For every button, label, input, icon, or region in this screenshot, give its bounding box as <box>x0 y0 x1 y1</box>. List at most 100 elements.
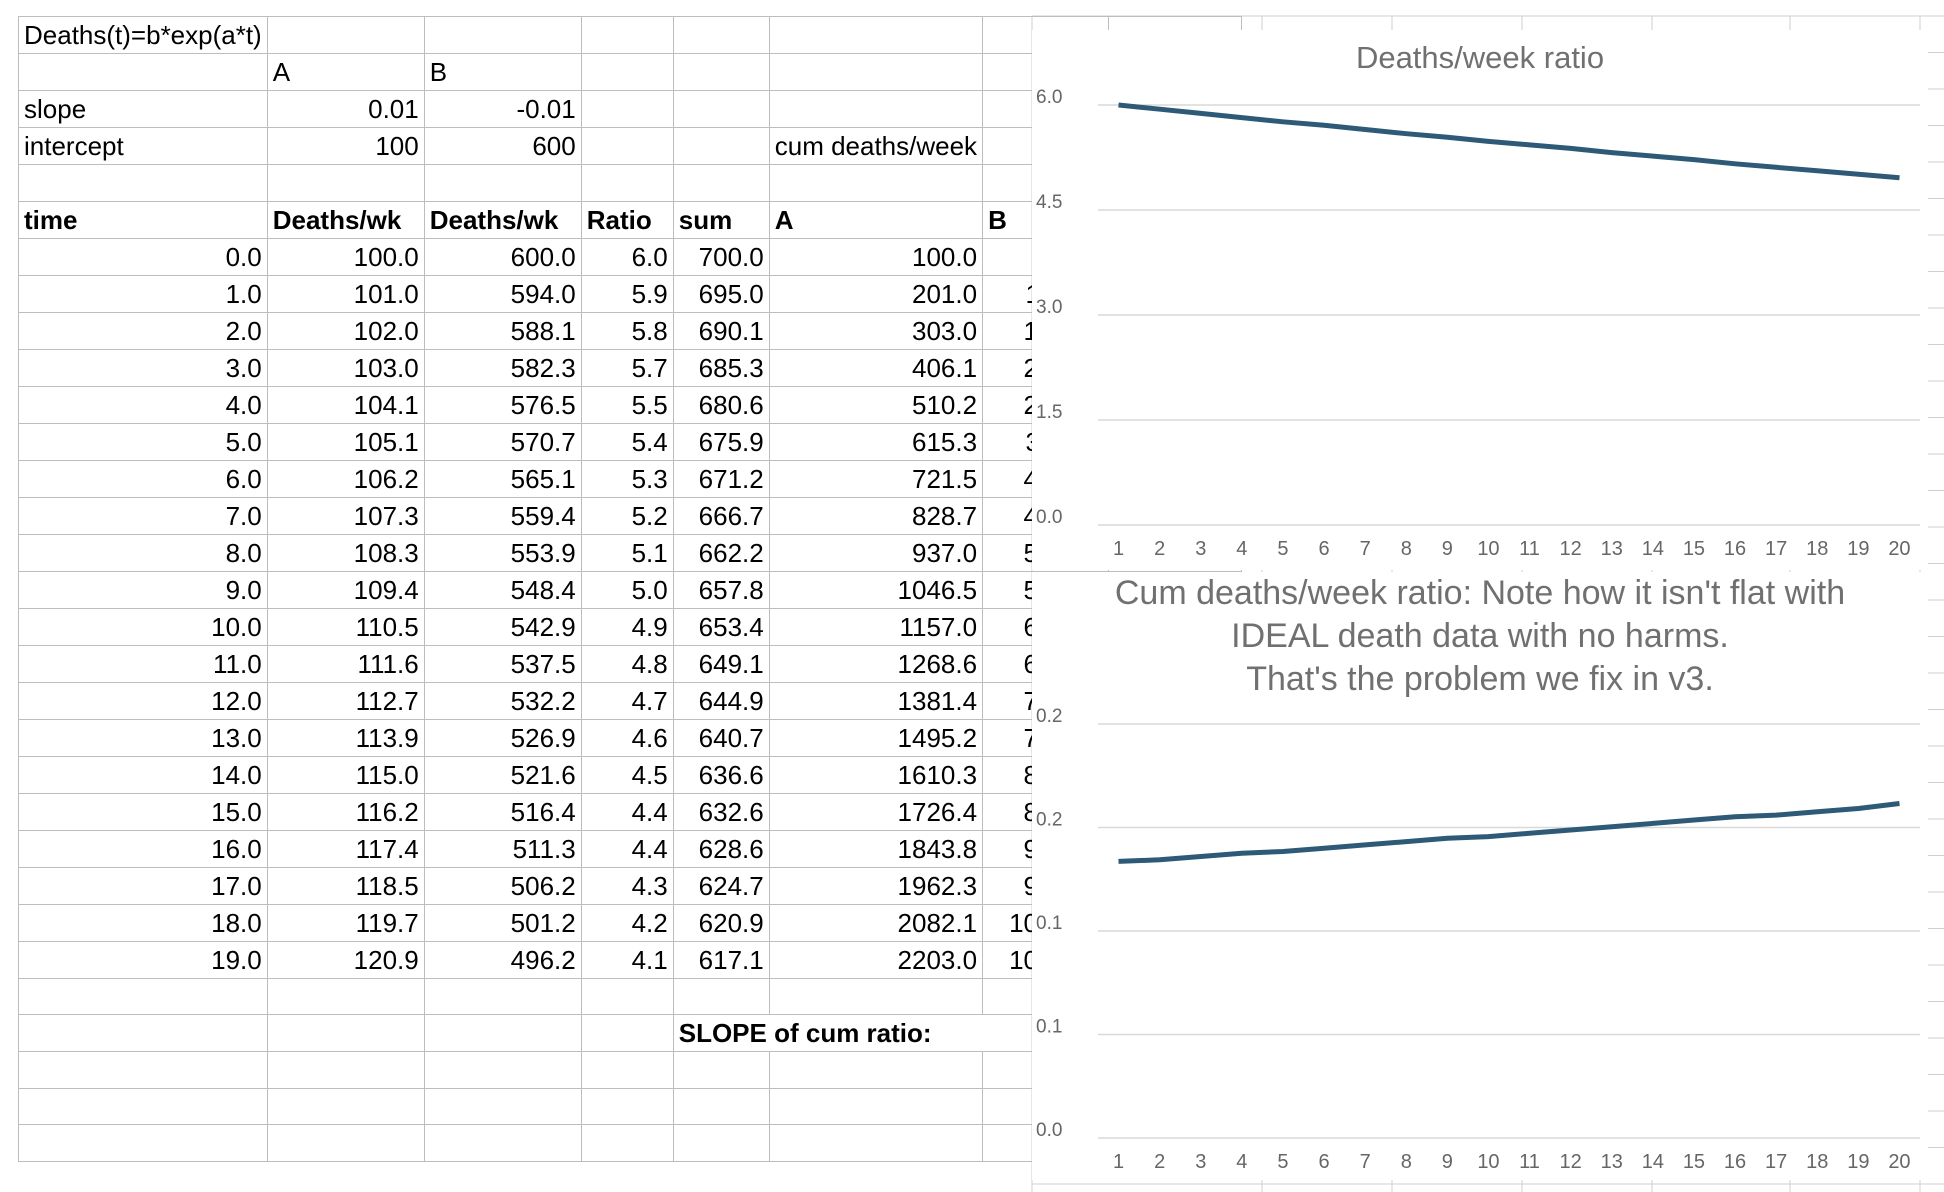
data-cell[interactable]: 17.0 <box>18 866 268 905</box>
empty-cell[interactable] <box>266 1124 425 1162</box>
data-cell[interactable]: 109.4 <box>266 570 425 609</box>
data-cell[interactable]: 632.6 <box>672 792 770 831</box>
empty-cell[interactable] <box>580 53 674 91</box>
data-cell[interactable]: 501.2 <box>423 903 582 942</box>
data-cell[interactable]: 117.4 <box>266 829 425 868</box>
data-cell[interactable]: 201.0 <box>768 274 984 313</box>
data-cell[interactable]: 576.5 <box>423 385 582 424</box>
data-cell[interactable]: 113.9 <box>266 718 425 757</box>
data-cell[interactable]: 657.8 <box>672 570 770 609</box>
data-cell[interactable]: 1843.8 <box>768 829 984 868</box>
data-cell[interactable]: 6.0 <box>18 459 268 498</box>
empty-cell[interactable] <box>266 1014 425 1052</box>
empty-cell[interactable] <box>768 1087 984 1125</box>
data-cell[interactable]: 108.3 <box>266 533 425 572</box>
data-cell[interactable]: 5.8 <box>580 311 674 350</box>
data-cell[interactable]: 615.3 <box>768 422 984 461</box>
data-cell[interactable]: 13.0 <box>18 718 268 757</box>
data-cell[interactable]: 102.0 <box>266 311 425 350</box>
empty-cell[interactable] <box>18 1124 268 1162</box>
data-cell[interactable]: 640.7 <box>672 718 770 757</box>
data-cell[interactable]: 16.0 <box>18 829 268 868</box>
data-cell[interactable]: 10.0 <box>18 607 268 646</box>
empty-cell[interactable] <box>580 1087 674 1125</box>
data-cell[interactable]: 548.4 <box>423 570 582 609</box>
data-cell[interactable]: 582.3 <box>423 348 582 387</box>
data-cell[interactable]: 662.2 <box>672 533 770 572</box>
data-cell[interactable]: 2203.0 <box>768 940 984 979</box>
header-deaths-a[interactable]: Deaths/wk <box>266 200 425 239</box>
empty-cell[interactable] <box>672 16 770 54</box>
data-cell[interactable]: 110.5 <box>266 607 425 646</box>
data-cell[interactable]: 15.0 <box>18 792 268 831</box>
empty-cell[interactable] <box>580 127 674 165</box>
data-cell[interactable]: 2.0 <box>18 311 268 350</box>
data-cell[interactable]: 1726.4 <box>768 792 984 831</box>
empty-cell[interactable] <box>18 977 268 1015</box>
intercept-a[interactable]: 100 <box>266 127 425 165</box>
empty-cell[interactable] <box>266 164 425 202</box>
data-cell[interactable]: 105.1 <box>266 422 425 461</box>
data-cell[interactable]: 628.6 <box>672 829 770 868</box>
empty-cell[interactable] <box>423 164 582 202</box>
data-cell[interactable]: 4.7 <box>580 681 674 720</box>
empty-cell[interactable] <box>768 90 984 128</box>
empty-cell[interactable] <box>672 977 770 1015</box>
data-cell[interactable]: 103.0 <box>266 348 425 387</box>
slope-b[interactable]: -0.01 <box>423 90 582 128</box>
empty-cell[interactable] <box>672 1087 770 1125</box>
data-cell[interactable]: 5.1 <box>580 533 674 572</box>
data-cell[interactable]: 5.5 <box>580 385 674 424</box>
empty-cell[interactable] <box>768 16 984 54</box>
empty-cell[interactable] <box>423 1051 582 1089</box>
data-cell[interactable]: 666.7 <box>672 496 770 535</box>
data-cell[interactable]: 11.0 <box>18 644 268 683</box>
data-cell[interactable]: 675.9 <box>672 422 770 461</box>
data-cell[interactable]: 100.0 <box>266 237 425 276</box>
empty-cell[interactable] <box>768 164 984 202</box>
empty-cell[interactable] <box>768 977 984 1015</box>
empty-cell[interactable] <box>423 977 582 1015</box>
deaths-week-ratio-chart[interactable]: Deaths/week ratio 0.0 1.5 3.0 4.5 6.0 1 2 3 4 5 6 7… <box>1032 30 1928 570</box>
data-cell[interactable]: 9.0 <box>18 570 268 609</box>
empty-cell[interactable] <box>266 16 425 54</box>
data-cell[interactable]: 3.0 <box>18 348 268 387</box>
data-cell[interactable]: 521.6 <box>423 755 582 794</box>
data-cell[interactable]: 4.2 <box>580 903 674 942</box>
empty-cell[interactable] <box>18 164 268 202</box>
header-ratio[interactable]: Ratio <box>580 200 674 239</box>
empty-cell[interactable] <box>580 1051 674 1089</box>
data-cell[interactable]: 588.1 <box>423 311 582 350</box>
data-cell[interactable]: 116.2 <box>266 792 425 831</box>
data-cell[interactable]: 4.9 <box>580 607 674 646</box>
header-time[interactable]: time <box>18 200 268 239</box>
data-cell[interactable]: 496.2 <box>423 940 582 979</box>
empty-cell[interactable] <box>672 90 770 128</box>
data-cell[interactable]: 685.3 <box>672 348 770 387</box>
data-cell[interactable]: 937.0 <box>768 533 984 572</box>
header-sum[interactable]: sum <box>672 200 770 239</box>
data-cell[interactable]: 636.6 <box>672 755 770 794</box>
data-cell[interactable]: 1610.3 <box>768 755 984 794</box>
data-cell[interactable]: 5.4 <box>580 422 674 461</box>
data-cell[interactable]: 553.9 <box>423 533 582 572</box>
data-cell[interactable]: 4.1 <box>580 940 674 979</box>
data-cell[interactable]: 516.4 <box>423 792 582 831</box>
data-cell[interactable]: 559.4 <box>423 496 582 535</box>
col-b-label[interactable]: B <box>423 53 582 91</box>
data-cell[interactable]: 690.1 <box>672 311 770 350</box>
data-cell[interactable]: 570.7 <box>423 422 582 461</box>
data-cell[interactable]: 649.1 <box>672 644 770 683</box>
data-cell[interactable]: 1157.0 <box>768 607 984 646</box>
slope-cum-label[interactable]: SLOPE of cum ratio: <box>672 1014 1110 1052</box>
slope-a[interactable]: 0.01 <box>266 90 425 128</box>
empty-cell[interactable] <box>580 164 674 202</box>
data-cell[interactable]: 506.2 <box>423 866 582 905</box>
data-cell[interactable]: 14.0 <box>18 755 268 794</box>
data-cell[interactable]: 526.9 <box>423 718 582 757</box>
empty-cell[interactable] <box>672 164 770 202</box>
data-cell[interactable]: 107.3 <box>266 496 425 535</box>
empty-cell[interactable] <box>18 1051 268 1089</box>
data-cell[interactable]: 5.2 <box>580 496 674 535</box>
data-cell[interactable]: 644.9 <box>672 681 770 720</box>
